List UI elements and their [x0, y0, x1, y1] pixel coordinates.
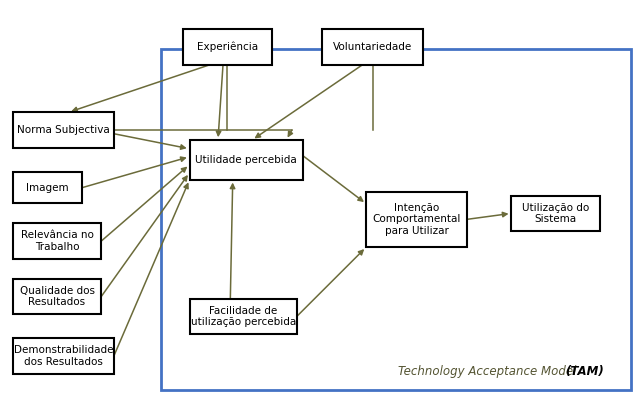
Text: Voluntariedade: Voluntariedade: [333, 42, 412, 52]
Text: Experiência: Experiência: [197, 42, 258, 52]
Text: Norma Subjectiva: Norma Subjectiva: [17, 125, 110, 135]
Text: Demonstrabilidade
dos Resultados: Demonstrabilidade dos Resultados: [13, 345, 113, 367]
FancyBboxPatch shape: [13, 223, 101, 259]
Text: Intenção
Comportamental
para Utilizar: Intenção Comportamental para Utilizar: [373, 203, 461, 236]
Text: Relevância no
Trabalho: Relevância no Trabalho: [20, 230, 93, 252]
Text: Utilização do
Sistema: Utilização do Sistema: [522, 203, 589, 224]
FancyBboxPatch shape: [511, 196, 600, 231]
FancyBboxPatch shape: [13, 172, 82, 203]
Text: Facilidade de
utilização percebida: Facilidade de utilização percebida: [190, 306, 296, 327]
FancyBboxPatch shape: [183, 29, 272, 65]
Text: Imagem: Imagem: [26, 183, 69, 193]
FancyBboxPatch shape: [13, 338, 114, 374]
FancyBboxPatch shape: [13, 113, 114, 148]
Text: Technology Acceptance Model: Technology Acceptance Model: [398, 365, 580, 378]
Text: (TAM): (TAM): [565, 365, 604, 378]
FancyBboxPatch shape: [366, 192, 467, 247]
FancyBboxPatch shape: [13, 279, 101, 314]
FancyBboxPatch shape: [190, 298, 297, 334]
Text: Qualidade dos
Resultados: Qualidade dos Resultados: [20, 286, 95, 307]
FancyBboxPatch shape: [322, 29, 423, 65]
FancyBboxPatch shape: [190, 140, 303, 180]
Text: Utilidade percebida: Utilidade percebida: [196, 155, 297, 165]
